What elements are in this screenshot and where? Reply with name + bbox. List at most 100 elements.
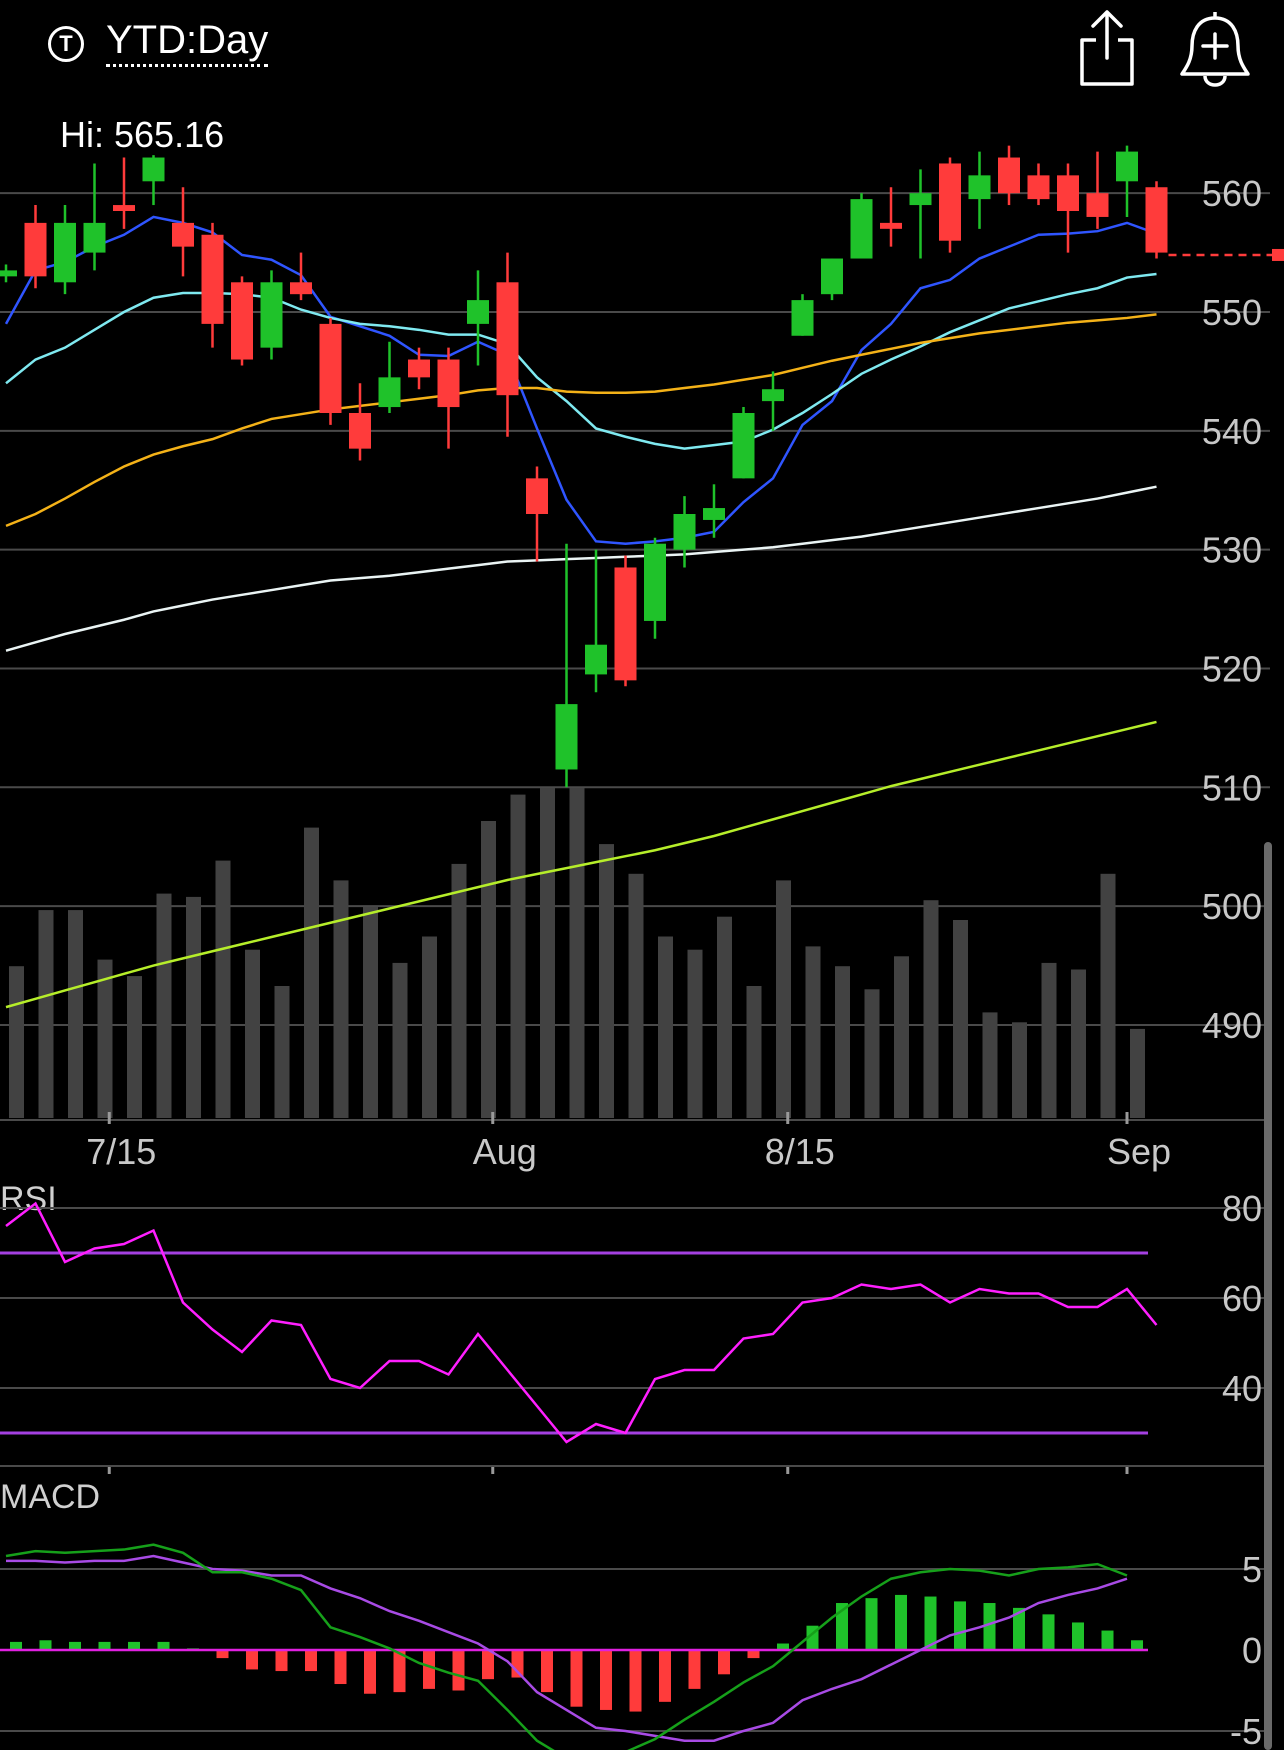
price-tick-label: 490	[1202, 1005, 1262, 1046]
volume-bar	[510, 794, 526, 1118]
candle-body	[24, 222, 47, 277]
volume-bar	[628, 873, 644, 1118]
volume-bar	[451, 863, 467, 1118]
candle-body	[555, 704, 578, 770]
macd-histogram-bar	[600, 1650, 612, 1710]
candle-body	[142, 157, 165, 182]
x-tick-label: 7/15	[86, 1131, 156, 1172]
price-panel: 560 550 540 530 520 510 500 490 7/15 Aug 8/15 Sep	[0, 145, 1284, 1474]
candle-body	[408, 359, 430, 378]
volume-bar	[894, 956, 909, 1118]
volume-bar	[953, 920, 968, 1118]
macd-line	[5, 1543, 1128, 1750]
candle-body	[290, 282, 312, 295]
macd-histogram-bar	[423, 1650, 435, 1689]
volume-bar	[68, 910, 83, 1118]
price-tick-label: 510	[1202, 767, 1262, 808]
macd-histogram-bar	[629, 1650, 642, 1712]
volume-bar	[156, 893, 172, 1118]
macd-histogram-bar	[659, 1650, 671, 1702]
rsi-tick-label: 40	[1222, 1368, 1262, 1409]
chart-header: T YTD:Day Hi: 565.16	[0, 0, 1284, 155]
add-alert-bell-icon[interactable]	[1180, 8, 1250, 88]
candle-body	[791, 300, 814, 336]
candle-body	[968, 175, 991, 200]
volume-bar	[215, 860, 231, 1118]
candle-body	[1145, 187, 1168, 253]
candle-body	[909, 193, 932, 206]
macd-histogram-bar	[393, 1650, 406, 1693]
macd-histogram-bar	[954, 1601, 966, 1650]
candle-body	[378, 377, 401, 408]
macd-histogram-bar	[570, 1650, 583, 1707]
volume-bar	[38, 910, 54, 1118]
volume-bar	[805, 946, 821, 1118]
macd-tick-label: 5	[1242, 1549, 1262, 1590]
candle-body	[172, 222, 194, 247]
macd-histogram-bar	[1013, 1607, 1025, 1650]
volume-bar	[1130, 1028, 1145, 1118]
volume-bar	[982, 1012, 998, 1118]
candle-body	[1116, 151, 1138, 182]
macd-histogram-bar	[865, 1598, 878, 1650]
moving-average-line	[5, 313, 1157, 528]
moving-average-line	[4, 215, 1157, 545]
candle-body	[939, 163, 961, 241]
candle-body	[703, 508, 725, 520]
macd-histogram-bar	[246, 1650, 258, 1670]
macd-histogram-bar	[688, 1650, 701, 1689]
macd-histogram-bar	[1101, 1630, 1114, 1650]
moving-average-line	[5, 485, 1157, 652]
volume-bar	[540, 788, 555, 1118]
price-tick-label: 520	[1202, 648, 1262, 689]
candle-body	[260, 282, 283, 348]
volume-bar	[274, 986, 290, 1118]
candle-body	[998, 157, 1020, 194]
candle-body	[201, 234, 224, 324]
candle-body	[732, 413, 755, 479]
volume-bar	[422, 936, 437, 1118]
candle-body	[496, 282, 519, 396]
scrollbar[interactable]	[1264, 842, 1272, 1750]
volume-bar	[245, 949, 260, 1118]
macd-histogram-bar	[128, 1641, 140, 1650]
volume-bar	[304, 827, 319, 1118]
macd-histogram-bar	[541, 1650, 553, 1693]
macd-histogram-bar	[39, 1640, 52, 1650]
ticker-logo-icon: T	[48, 26, 84, 62]
price-tick-label: 530	[1202, 530, 1262, 571]
candle-body	[526, 478, 548, 514]
candle-body	[614, 567, 637, 681]
price-tick-label: 500	[1202, 886, 1262, 927]
volume-bar	[658, 936, 673, 1118]
macd-panel: MACD 5 0 -5	[0, 1478, 1270, 1750]
volume-bar	[363, 906, 378, 1118]
moving-average-line	[5, 720, 1157, 1009]
macd-histogram-bar	[1042, 1614, 1055, 1650]
volume-bar	[835, 966, 850, 1118]
macd-histogram-bar	[777, 1643, 789, 1650]
price-tick-label: 560	[1202, 173, 1262, 214]
volume-bar	[1071, 969, 1086, 1118]
volume-bar	[481, 821, 496, 1118]
volume-bar	[923, 900, 939, 1118]
macd-histogram-bar	[747, 1650, 760, 1659]
share-icon[interactable]	[1078, 8, 1136, 88]
volume-bar	[1100, 873, 1116, 1118]
volume-bar	[746, 986, 762, 1118]
macd-histogram-bar	[157, 1641, 170, 1650]
macd-histogram-bar	[364, 1650, 376, 1694]
candle-body	[467, 300, 489, 324]
period-selector[interactable]: YTD:Day	[106, 18, 269, 67]
candle-body	[1057, 175, 1079, 211]
rsi-panel: RSI 80 60 40	[0, 1180, 1270, 1467]
macd-histogram-bar	[1072, 1622, 1084, 1650]
macd-tick-label: -5	[1230, 1711, 1262, 1750]
candle-body	[1027, 175, 1050, 200]
macd-histogram-bar	[216, 1650, 229, 1659]
macd-histogram-bar	[983, 1603, 996, 1650]
macd-histogram-bar	[1131, 1640, 1143, 1650]
macd-signal-line	[6, 1554, 1128, 1742]
macd-histogram-bar	[452, 1650, 465, 1691]
